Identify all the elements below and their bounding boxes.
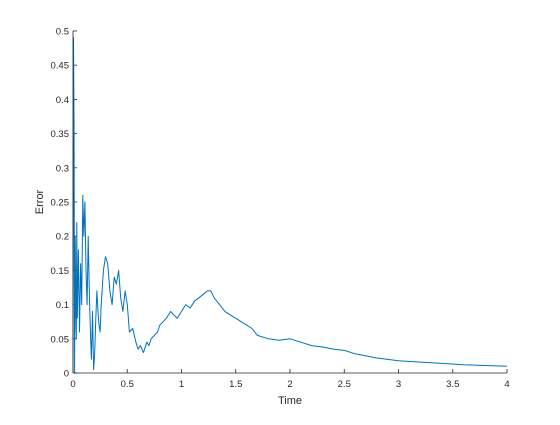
x-tick-label: 4	[504, 379, 509, 390]
x-tick-label: 1.5	[229, 379, 242, 390]
y-axis-label: Error	[34, 189, 46, 214]
plot-area	[73, 31, 507, 373]
y-tick-label: 0.5	[56, 27, 69, 38]
y-tick-label: 0.35	[51, 129, 70, 140]
x-tick-label: 3.5	[446, 379, 459, 390]
x-tick-label: 0.5	[121, 379, 134, 390]
y-axis-ticks: 0 0.05 0.1 0.15 0.2 0.25 0.3 0.35 0.4 0.45 0.5	[51, 27, 77, 380]
y-tick-label: 0.25	[51, 198, 70, 209]
y-tick-label: 0.05	[51, 334, 70, 345]
x-tick-label: 3	[396, 379, 401, 390]
y-tick-label: 0.45	[51, 61, 70, 72]
series-layer	[72, 37, 508, 374]
x-tick-label: 0	[70, 379, 75, 390]
x-tick-label: 2.5	[338, 379, 351, 390]
y-tick-label: 0.3	[56, 163, 69, 174]
error-series-line	[72, 37, 508, 374]
x-tick-label: 2	[287, 379, 292, 390]
x-axis-label: Time	[278, 395, 302, 407]
y-tick-label: 0.1	[56, 300, 69, 311]
x-tick-label: 1	[179, 379, 184, 390]
y-tick-label: 0.4	[56, 95, 69, 106]
y-tick-label: 0	[64, 369, 69, 380]
y-tick-label: 0.15	[51, 266, 70, 277]
x-axis-ticks: 0 0.5 1 1.5 2 2.5 3 3.5 4	[70, 369, 510, 390]
y-tick-label: 0.2	[56, 232, 69, 243]
